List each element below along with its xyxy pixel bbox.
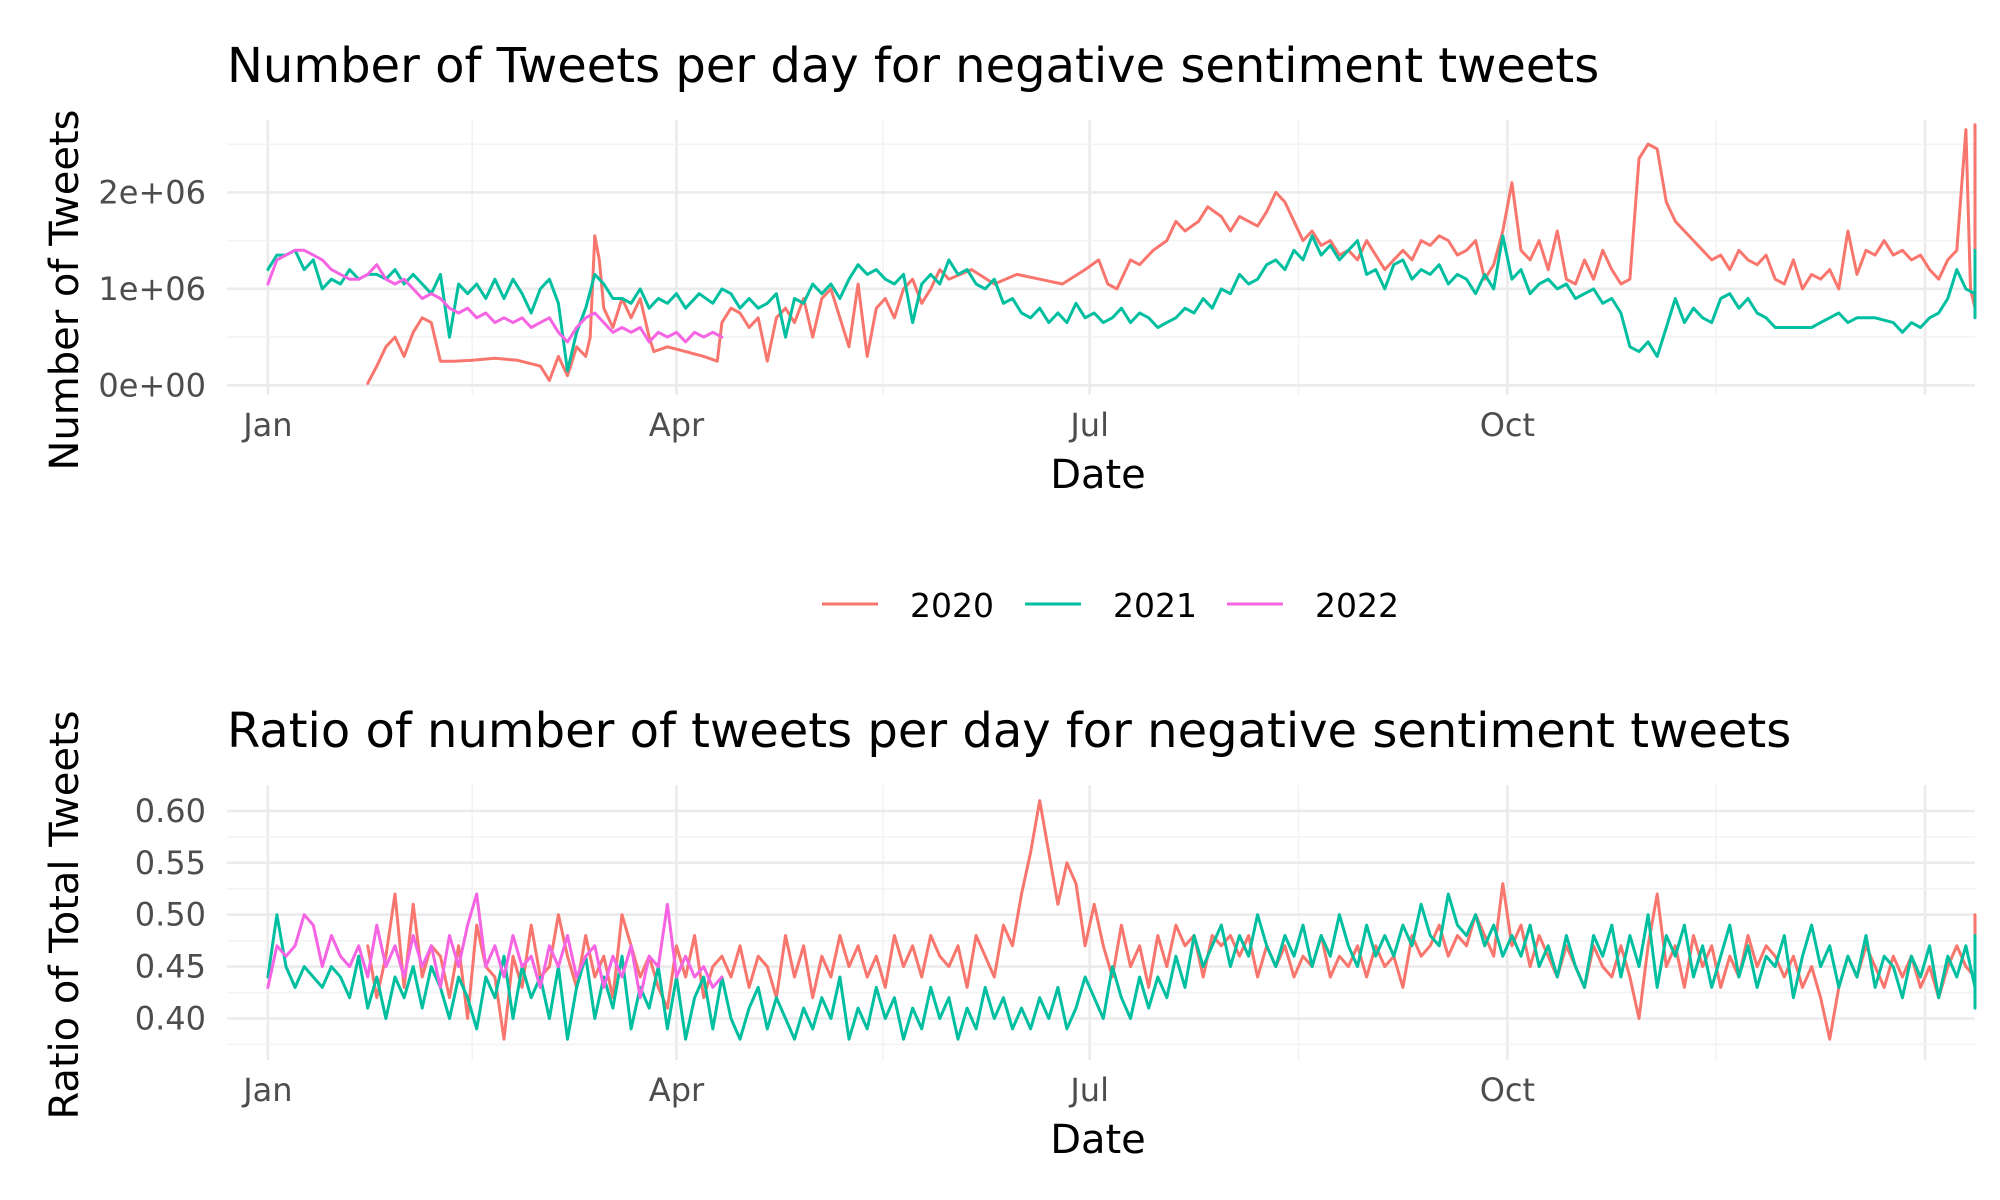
x-tick-labels-panel-1: Jan Apr Jul Oct (241, 406, 1535, 444)
y-axis-title-1: Number of Tweets (42, 110, 88, 471)
legend-label-2020: 2020 (910, 586, 994, 625)
y-tick-label: 0.55 (135, 844, 206, 882)
chart-title-2: Ratio of number of tweets per day for ne… (227, 703, 1791, 759)
x-axis-title-1: Date (1050, 452, 1146, 498)
x-axis-title-2: Date (1050, 1117, 1146, 1163)
x-tick-label: Apr (649, 406, 705, 444)
series-panel-2 (266, 799, 1977, 1041)
x-tick-label: Jul (1068, 406, 1109, 444)
grid-panel-2 (227, 785, 1975, 1060)
y-tick-label: 2e+06 (98, 173, 206, 211)
y-axis-title-2: Ratio of Total Tweets (42, 710, 88, 1119)
y-tick-label: 0e+00 (98, 366, 206, 404)
series-line-2022 (266, 892, 724, 1000)
series-line-2020 (366, 123, 1977, 385)
y-tick-label: 0.45 (135, 948, 206, 986)
x-tick-label: Oct (1480, 1071, 1535, 1109)
x-tick-labels-panel-2: Jan Apr Jul Oct (241, 1071, 1535, 1109)
x-tick-label: Apr (649, 1071, 705, 1109)
series-line-2021 (266, 892, 1977, 1041)
legend-label-2022: 2022 (1315, 586, 1399, 625)
y-tick-labels-panel-2: 0.40 0.45 0.50 0.55 0.60 (135, 792, 206, 1038)
chart-panel-1: 0e+00 1e+06 2e+06 Jan Apr Jul Oct Number of T… (42, 38, 1977, 498)
chart-title-1: Number of Tweets per day for negative se… (227, 38, 1599, 94)
grid-panel-1 (227, 120, 1975, 395)
x-tick-label: Jan (241, 1071, 292, 1109)
y-tick-label: 0.50 (135, 896, 206, 934)
x-tick-label: Jul (1068, 1071, 1109, 1109)
legend-label-2021: 2021 (1113, 586, 1197, 625)
y-tick-label: 0.40 (135, 999, 206, 1037)
x-tick-label: Oct (1480, 406, 1535, 444)
series-panel-1 (266, 123, 1977, 385)
series-line-2021 (266, 234, 1977, 373)
y-tick-label: 1e+06 (98, 270, 206, 308)
series-line-2022 (266, 248, 724, 344)
legend: 2020 2021 2022 (822, 586, 1399, 625)
y-tick-label: 0.60 (135, 792, 206, 830)
y-tick-labels-panel-1: 0e+00 1e+06 2e+06 (98, 173, 206, 404)
x-tick-label: Jan (241, 406, 292, 444)
chart-panel-2: 0.40 0.45 0.50 0.55 0.60 Jan Apr Jul Oct Ratio … (42, 703, 1977, 1163)
